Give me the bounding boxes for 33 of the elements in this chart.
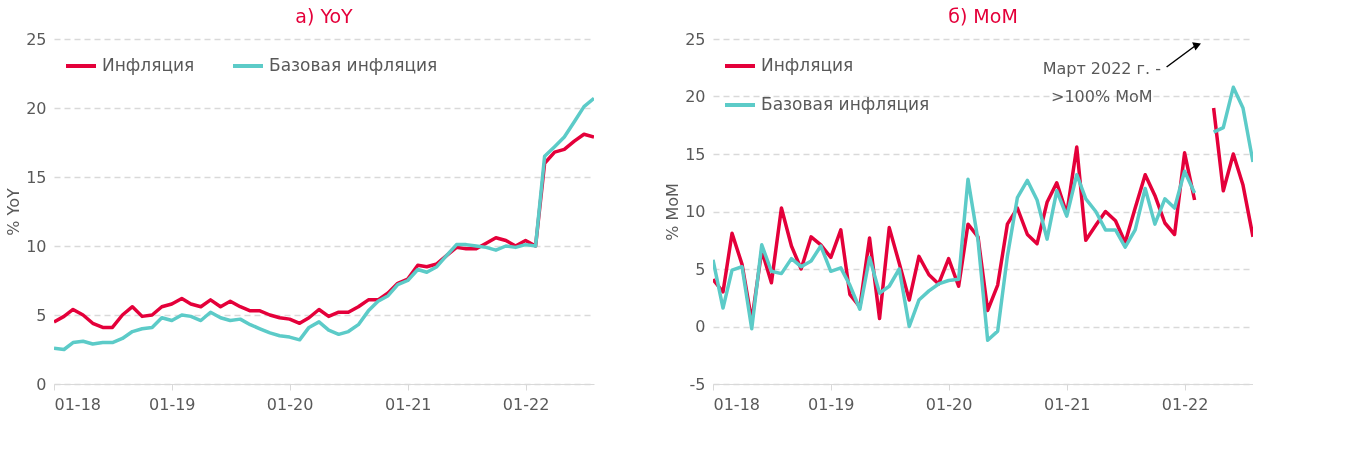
y-tick-label: 15: [26, 167, 47, 187]
y-tick-label: 10: [26, 236, 47, 256]
legend-label: Инфляция: [761, 55, 854, 75]
line-series: [54, 96, 594, 352]
x-tick-label: 01-21: [1044, 394, 1091, 414]
y-tick-label: 25: [26, 29, 47, 49]
y-tick-label: 0: [695, 317, 706, 336]
x-tick-label: 01-22: [502, 394, 550, 414]
y-tick-label: 15: [685, 144, 706, 164]
y-axis-title: % MoM: [663, 183, 683, 241]
x-tick-label: 01-18: [54, 394, 101, 414]
annotation: Март 2022 г. - >100% MoM: [1042, 59, 1161, 106]
legend-label: Базовая инфляция: [761, 94, 930, 114]
y-tick-label: 20: [26, 98, 47, 118]
legend-label: Инфляция: [102, 55, 195, 75]
y-tick-label: 5: [695, 259, 706, 279]
x-tick-label: 01-19: [808, 394, 855, 414]
y-tick-label: 0: [36, 374, 47, 394]
x-tick-label: 01-20: [266, 394, 314, 414]
x-tick-label: 01-21: [385, 394, 432, 414]
y-tick-label: -5: [689, 374, 706, 394]
chart-title: а) YoY: [295, 5, 354, 27]
x-tick-label: 01-22: [1161, 394, 1209, 414]
x-tick-label: 01-19: [149, 394, 196, 414]
y-tick-label: 25: [685, 29, 706, 49]
x-tick-label: 01-18: [713, 394, 760, 414]
y-axis-title: % YoY: [4, 188, 24, 236]
y-tick-label: 5: [36, 305, 47, 325]
x-tick-label: 01-20: [925, 394, 973, 414]
y-tick-label: 20: [685, 87, 706, 106]
y-tick-label: 10: [685, 202, 706, 221]
chart-title: б) MoM: [948, 5, 1018, 27]
legend-label: Базовая инфляция: [269, 55, 438, 75]
